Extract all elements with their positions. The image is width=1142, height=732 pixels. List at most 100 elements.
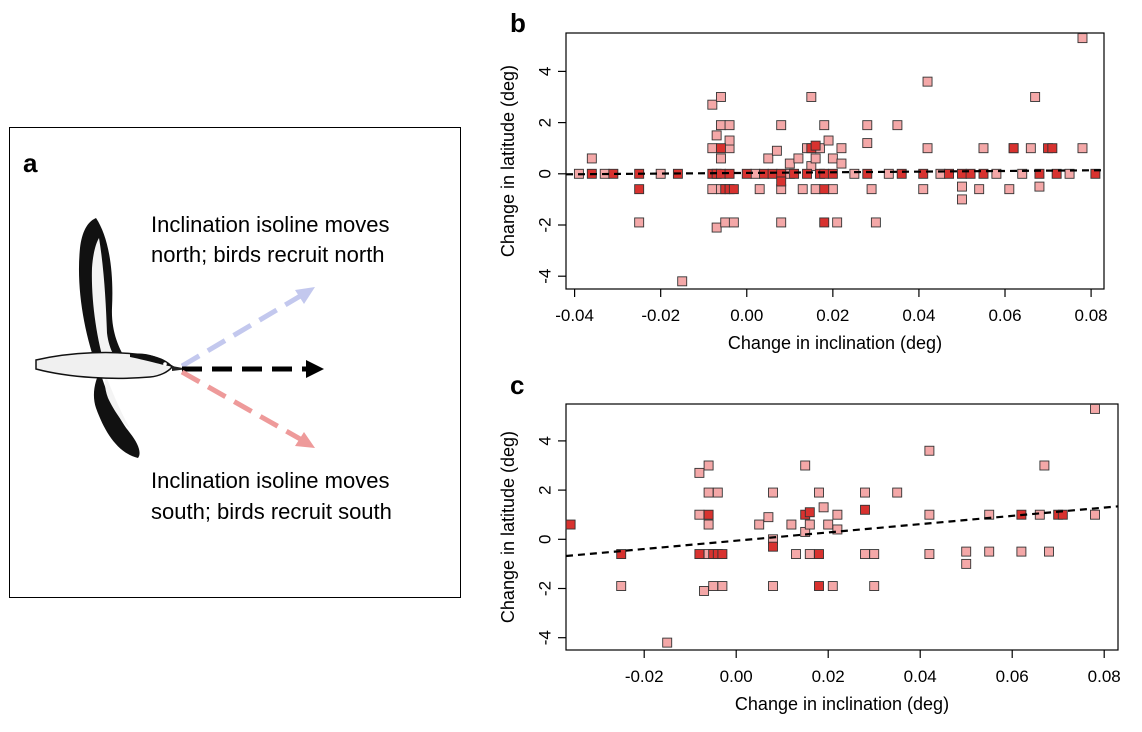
chart-b-y-tick-label: 2 xyxy=(535,118,554,127)
chart-b-point-series-0 xyxy=(1004,184,1015,195)
chart-b-point-series-0 xyxy=(870,217,881,228)
chart-c-point-series-0 xyxy=(832,509,843,520)
arrow-south-red xyxy=(180,369,315,448)
chart-c-point-series-1 xyxy=(703,509,714,520)
chart-c-point-series-0 xyxy=(1039,460,1050,471)
chart-c-point-series-0 xyxy=(791,549,801,560)
chart-c-point-series-1 xyxy=(717,549,728,560)
chart-b-point-series-0 xyxy=(1077,143,1088,154)
south-caption-line-1: Inclination isoline moves xyxy=(151,468,390,493)
chart-c-point-series-0 xyxy=(827,581,838,591)
chart-b-point-series-0 xyxy=(586,153,597,164)
chart-b-point-series-0 xyxy=(715,92,726,102)
chart-b-point-series-0 xyxy=(573,168,584,179)
chart-c-point-series-1 xyxy=(694,549,705,560)
chart-c-y-tick-label: 0 xyxy=(535,535,554,544)
arrow-north-blue xyxy=(180,287,315,369)
chart-b-point-series-0 xyxy=(918,184,929,195)
chart-b-point-series-0 xyxy=(776,184,787,195)
chart-b-point-series-1 xyxy=(918,168,929,179)
chart-c-point-series-1 xyxy=(712,549,723,560)
chart-c-point-series-0 xyxy=(860,487,870,498)
chart-b-point-series-0 xyxy=(957,194,967,205)
north-caption-line-1: Inclination isoline moves xyxy=(151,212,390,237)
chart-b-point-series-0 xyxy=(1017,168,1028,179)
chart-b-point-series-1 xyxy=(862,168,873,179)
chart-b-point-series-0 xyxy=(883,168,894,179)
chart-c-point-series-0 xyxy=(832,524,843,535)
chart-b-point-series-0 xyxy=(724,120,735,131)
chart-b-point-series-1 xyxy=(957,168,967,179)
chart-c-point-series-1 xyxy=(1053,509,1064,520)
chart-c-point-series-0 xyxy=(924,549,935,560)
chart-b-point-series-0 xyxy=(707,99,718,110)
chart-b-point-series-0 xyxy=(935,168,946,179)
chart-c-point-series-1 xyxy=(814,581,824,591)
chart-c-point-series-1 xyxy=(1057,509,1068,520)
chart-b-point-series-1 xyxy=(978,168,989,179)
chart-b-x-tick-label: 0.04 xyxy=(902,306,935,325)
chart-b-point-series-0 xyxy=(823,135,834,146)
chart-c-point-series-1 xyxy=(814,549,824,560)
chart-b-point-series-0 xyxy=(814,143,825,154)
panel-a-letter: a xyxy=(23,148,38,178)
chart-b-x-axis-label: Change in inclination (deg) xyxy=(728,333,942,353)
chart-b-point-series-1 xyxy=(819,184,830,195)
chart-b-point-series-0 xyxy=(754,184,765,195)
chart-b-point-series-0 xyxy=(862,138,873,149)
chart-c-x-tick-label: -0.02 xyxy=(625,667,664,686)
chart-c-y-tick-label: -2 xyxy=(535,581,554,596)
chart-b-point-series-1 xyxy=(814,168,825,179)
chart-b-point-series-0 xyxy=(819,120,830,131)
chart-b-point-series-0 xyxy=(655,168,666,179)
chart-c-point-series-0 xyxy=(763,512,774,523)
chart-b-point-series-0 xyxy=(724,143,735,154)
chart-c-point-series-1 xyxy=(768,541,778,552)
chart-b-point-series-1 xyxy=(789,168,800,179)
chart-b-point-series-1 xyxy=(1051,168,1062,179)
chart-c-point-series-0 xyxy=(924,445,935,456)
chart-b-point-series-1 xyxy=(711,168,722,179)
chart-b-point-series-0 xyxy=(784,168,795,179)
chart-b-point-series-0 xyxy=(849,168,860,179)
chart-c-x-axis-label: Change in inclination (deg) xyxy=(735,694,949,714)
chart-b-point-series-0 xyxy=(763,153,774,164)
panel-a-illustration xyxy=(35,218,324,458)
chart-b-point-series-0 xyxy=(711,222,722,233)
chart-c-point-series-0 xyxy=(800,460,811,471)
panel-a-box: a Inclination isoline moves north; birds… xyxy=(9,127,461,598)
chart-c-point-series-0 xyxy=(712,487,723,498)
chart-b-point-series-0 xyxy=(957,181,967,192)
chart-b-point-series-1 xyxy=(767,168,778,179)
chart-b-point-series-1 xyxy=(608,168,619,179)
chart-c-plot-frame xyxy=(565,403,1119,651)
chart-b-point-series-0 xyxy=(707,143,718,154)
chart-b-point-series-0 xyxy=(866,184,877,195)
chart-b-point-series-0 xyxy=(806,92,817,102)
north-caption-line-2: north; birds recruit north xyxy=(151,242,385,267)
chart-b-point-series-0 xyxy=(810,184,821,195)
chart-c-point-series-0 xyxy=(961,546,972,557)
chart-b-point-series-1 xyxy=(724,184,735,195)
chart-b-point-series-0 xyxy=(991,168,1002,179)
chart-c-point-series-1 xyxy=(565,519,576,530)
chart-c-point-series-0 xyxy=(703,460,714,471)
chart-b-point-series-1 xyxy=(707,168,718,179)
chart-b-point-series-1 xyxy=(672,168,683,179)
chart-b-point-series-0 xyxy=(771,145,782,156)
chart-c-y-axis-label: Change in latitude (deg) xyxy=(498,431,518,623)
chart-b-point-series-0 xyxy=(1034,181,1045,192)
chart-b-point-series-1 xyxy=(724,168,735,179)
chart-c-point-series-0 xyxy=(818,502,829,513)
chart-b-y-tick-label: 4 xyxy=(535,67,554,76)
chart-b-point-series-0 xyxy=(922,143,933,154)
chart-b-point-series-0 xyxy=(836,143,847,154)
chart-b-point-series-0 xyxy=(634,217,645,228)
chart-b-x-tick-label: -0.04 xyxy=(555,306,594,325)
chart-c-point-series-0 xyxy=(1090,403,1100,414)
chart-b-point-series-0 xyxy=(806,161,817,172)
chart-b-point-series-0 xyxy=(862,120,873,131)
chart-b-point-series-0 xyxy=(1025,143,1036,154)
chart-b-point-series-1 xyxy=(715,143,726,154)
chart-b-point-series-1 xyxy=(802,168,812,179)
